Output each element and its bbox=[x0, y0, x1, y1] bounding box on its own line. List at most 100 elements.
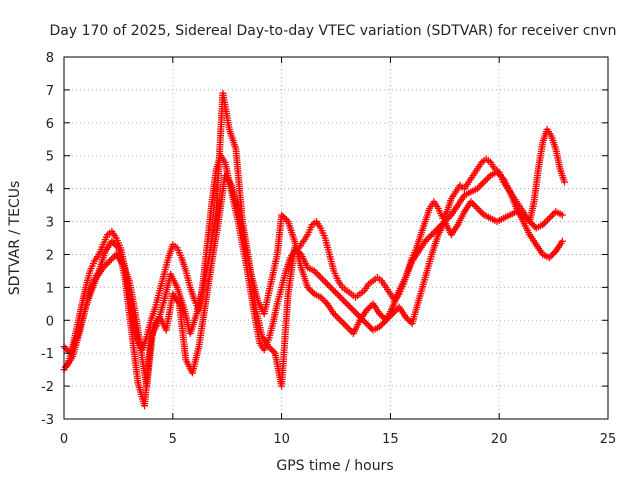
axis-ticks: 0 5 10 15 20 25 -3 -2 -1 0 1 2 3 4 5 6 7 8 bbox=[41, 51, 616, 447]
grid-lines bbox=[64, 57, 608, 419]
data-point bbox=[545, 254, 553, 262]
data-point bbox=[485, 173, 493, 181]
data-point bbox=[353, 310, 361, 318]
data-point bbox=[335, 315, 343, 323]
data-point bbox=[113, 242, 121, 250]
data-point bbox=[346, 326, 354, 334]
data-point bbox=[380, 318, 388, 326]
data-point bbox=[475, 206, 483, 214]
data-point bbox=[358, 315, 366, 323]
data-point bbox=[542, 218, 550, 226]
data-point bbox=[362, 306, 370, 314]
data-point bbox=[266, 344, 274, 352]
data-point bbox=[345, 325, 353, 332]
data-point bbox=[421, 237, 429, 245]
data-point bbox=[330, 287, 338, 295]
data-point bbox=[446, 213, 454, 221]
data-point bbox=[312, 269, 320, 277]
data-point bbox=[346, 303, 354, 311]
series-3 bbox=[62, 89, 566, 410]
data-point bbox=[335, 292, 343, 300]
x-tick-label: 20 bbox=[491, 432, 508, 447]
data-point bbox=[424, 234, 432, 242]
data-point bbox=[544, 216, 552, 224]
data-point bbox=[529, 221, 537, 229]
data-point bbox=[526, 218, 534, 226]
data-point bbox=[402, 313, 410, 321]
data-point bbox=[522, 214, 530, 222]
data-point bbox=[331, 311, 339, 319]
data-point bbox=[540, 219, 548, 227]
data-point bbox=[351, 308, 359, 316]
data-point bbox=[469, 199, 477, 207]
data-point bbox=[547, 213, 555, 221]
data-point bbox=[362, 320, 370, 328]
data-point bbox=[331, 288, 339, 296]
data-point bbox=[483, 175, 491, 183]
data-point bbox=[364, 305, 372, 313]
data-point bbox=[366, 323, 374, 331]
data-point bbox=[328, 285, 336, 293]
data-point bbox=[426, 232, 434, 240]
y-tick-label: 0 bbox=[46, 314, 54, 329]
data-point bbox=[431, 227, 439, 235]
data-point bbox=[307, 287, 315, 295]
data-point bbox=[268, 346, 276, 354]
series-1 bbox=[60, 125, 568, 374]
y-tick-label: 3 bbox=[46, 216, 54, 231]
data-point bbox=[282, 216, 290, 224]
data-points bbox=[60, 89, 568, 410]
data-point bbox=[305, 285, 313, 293]
data-point bbox=[340, 297, 348, 305]
data-point bbox=[320, 277, 328, 285]
data-point bbox=[265, 343, 273, 351]
x-tick-label: 5 bbox=[169, 432, 177, 447]
data-point bbox=[376, 310, 384, 318]
data-point bbox=[310, 267, 318, 275]
data-point bbox=[495, 170, 503, 178]
data-point bbox=[477, 208, 485, 216]
data-point bbox=[423, 236, 431, 244]
data-point bbox=[527, 219, 535, 227]
data-point bbox=[317, 293, 325, 301]
data-point bbox=[558, 237, 566, 245]
data-point bbox=[62, 344, 70, 352]
data-point bbox=[403, 315, 411, 323]
data-point bbox=[110, 239, 118, 247]
data-point bbox=[539, 221, 547, 229]
data-point bbox=[322, 278, 330, 286]
data-point bbox=[382, 316, 390, 324]
data-point bbox=[444, 214, 452, 222]
data-point bbox=[377, 321, 385, 329]
data-point bbox=[478, 209, 486, 217]
data-point bbox=[309, 288, 317, 296]
data-point bbox=[338, 318, 346, 326]
data-point bbox=[63, 346, 71, 354]
data-point bbox=[550, 249, 558, 257]
x-tick-label: 25 bbox=[600, 432, 617, 447]
data-point bbox=[477, 181, 485, 189]
data-point bbox=[364, 321, 372, 329]
data-point bbox=[318, 275, 326, 283]
data-point bbox=[343, 300, 351, 308]
x-axis-label: GPS time / hours bbox=[276, 458, 393, 474]
data-point bbox=[109, 254, 117, 262]
y-tick-label: 7 bbox=[46, 84, 54, 99]
data-point bbox=[496, 171, 504, 179]
data-point bbox=[524, 216, 532, 224]
data-point bbox=[106, 257, 114, 265]
y-axis-label: SDTVAR / TECUs bbox=[7, 181, 23, 296]
data-point bbox=[377, 311, 385, 319]
data-point bbox=[345, 301, 353, 309]
data-point bbox=[473, 185, 481, 193]
y-tick-label: 1 bbox=[46, 281, 54, 296]
data-point bbox=[349, 306, 357, 314]
data-point bbox=[111, 241, 119, 249]
data-point bbox=[356, 313, 364, 321]
data-point bbox=[323, 280, 331, 288]
data-point bbox=[429, 229, 437, 237]
data-point bbox=[333, 313, 341, 321]
data-point bbox=[405, 316, 413, 324]
data-point bbox=[322, 298, 330, 306]
